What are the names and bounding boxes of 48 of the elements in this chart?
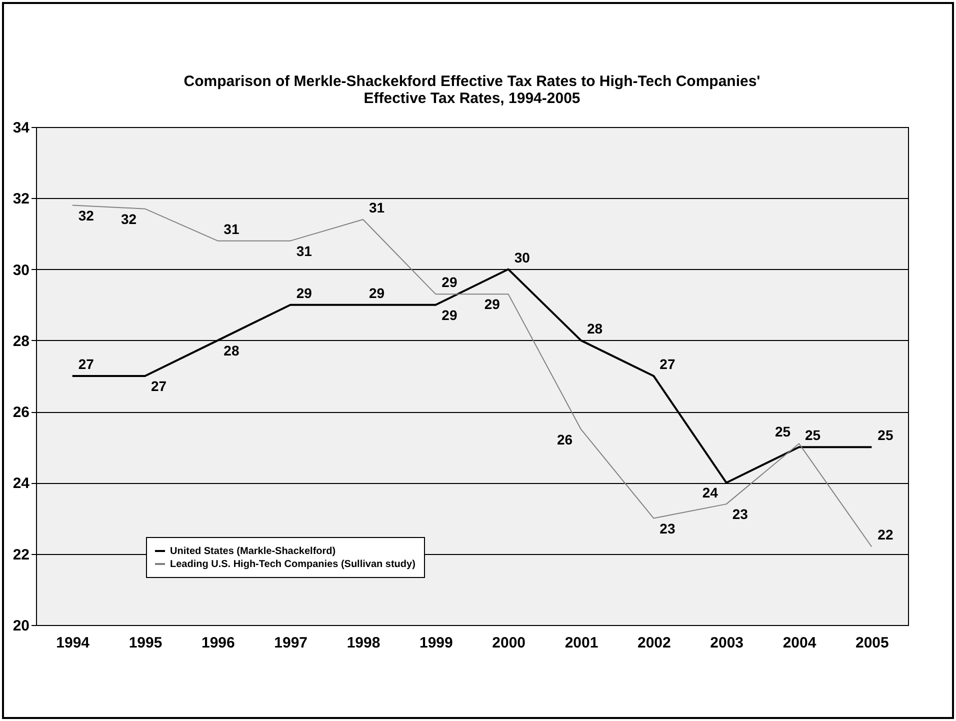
data-label: 24: [702, 484, 718, 501]
data-label: 23: [660, 520, 676, 536]
x-tick-label: 1994: [56, 634, 90, 652]
x-tick-label: 1995: [128, 634, 162, 652]
data-label: 25: [878, 427, 894, 444]
x-tick-label: 2003: [710, 634, 744, 652]
legend-label: Leading U.S. High-Tech Companies (Sullivan study): [170, 559, 416, 570]
y-tick-label: 22: [12, 546, 30, 564]
data-label: 25: [775, 424, 791, 440]
x-tick-label: 2004: [782, 634, 817, 652]
x-tick-label: 1998: [346, 634, 380, 652]
y-tick-label: 20: [12, 618, 30, 634]
x-tick-label: 1996: [201, 634, 235, 652]
x-tick-label: 2001: [564, 634, 598, 652]
chart-title: Comparison of Merkle-Shackekford Effective Tax Rates to High-Tech Companies' Effective Tax Rates, 1994-2005: [184, 73, 760, 107]
legend-label: United States (Markle-Shackelford): [170, 546, 336, 557]
data-label: 27: [660, 356, 676, 372]
data-label: 27: [78, 356, 94, 372]
data-label: 26: [557, 431, 573, 448]
data-label: 32: [78, 207, 94, 224]
x-tick-label: 1999: [419, 634, 453, 652]
data-label: 25: [805, 427, 821, 444]
data-label: 31: [296, 242, 312, 259]
data-label: 27: [151, 378, 167, 394]
y-tick-label: 28: [12, 332, 30, 350]
data-label: 29: [484, 296, 500, 312]
x-tick-label: 2000: [492, 634, 526, 652]
data-label: 22: [878, 526, 894, 543]
data-label: 30: [514, 249, 530, 266]
data-label: 31: [224, 220, 240, 237]
data-label: 31: [369, 199, 385, 216]
data-label: 29: [442, 306, 458, 323]
line-series: [72, 204, 872, 548]
y-tick-label: 32: [12, 190, 30, 208]
x-tick-label: 1997: [274, 634, 308, 652]
y-tick-label: 30: [12, 262, 30, 279]
x-tick-label: 2002: [637, 634, 671, 652]
data-label: 29: [369, 284, 385, 301]
data-label: 23: [732, 506, 748, 522]
y-tick-label: 34: [12, 120, 30, 136]
data-label: 29: [442, 274, 458, 290]
data-label: 29: [296, 284, 312, 301]
x-tick-label: 2005: [855, 634, 889, 652]
data-label: 28: [587, 320, 603, 336]
y-tick-label: 26: [12, 404, 30, 422]
data-label: 28: [224, 342, 240, 358]
y-tick-label: 24: [12, 475, 30, 492]
data-label: 32: [121, 210, 137, 227]
